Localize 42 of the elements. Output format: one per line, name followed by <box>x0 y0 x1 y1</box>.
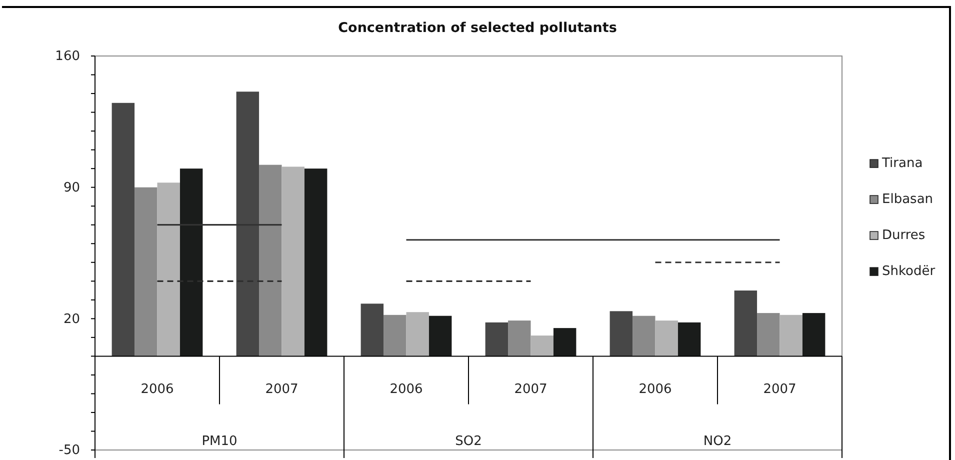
bar <box>734 290 758 356</box>
bar <box>678 322 701 356</box>
x-tick-label: 2007 <box>763 382 796 398</box>
chart-title: Concentration of selected pollutants <box>338 20 617 36</box>
bar <box>259 164 282 356</box>
bar <box>530 336 554 356</box>
bar <box>304 168 328 356</box>
annotation: SO2 <box>455 434 482 449</box>
legend-label: Elbasan <box>882 192 934 208</box>
bar <box>553 328 576 356</box>
bar <box>632 316 656 356</box>
y-tick-label: 20 <box>63 312 80 327</box>
y-tick-label: -50 <box>58 443 80 458</box>
y-tick-label: 90 <box>63 180 80 196</box>
annotation: NO2 <box>703 434 732 449</box>
bar <box>406 312 429 356</box>
bar <box>508 320 531 356</box>
x-tick-label: 2006 <box>140 382 174 398</box>
bar <box>360 304 384 356</box>
bar <box>757 313 780 356</box>
legend-label: Durres <box>882 228 926 244</box>
x-tick-label: 2007 <box>265 382 298 398</box>
bar <box>134 187 158 356</box>
bar <box>157 182 180 356</box>
legend-label: Shkodër <box>882 264 936 280</box>
bar <box>655 320 678 356</box>
bar <box>112 102 135 356</box>
x-tick-label: 2006 <box>638 382 672 398</box>
bar <box>802 313 826 356</box>
x-tick-label: 2007 <box>514 382 548 398</box>
legend-label: Tirana <box>881 156 923 172</box>
bar <box>485 322 508 356</box>
y-tick-label: 160 <box>55 49 80 64</box>
bar <box>384 314 406 356</box>
x-tick-label: 2006 <box>390 382 423 398</box>
annotation: PM10 <box>202 434 238 449</box>
bar <box>180 168 203 356</box>
bar <box>610 311 633 356</box>
bar <box>282 166 304 356</box>
bar <box>236 92 260 356</box>
bar <box>780 314 802 356</box>
bar <box>428 316 452 356</box>
